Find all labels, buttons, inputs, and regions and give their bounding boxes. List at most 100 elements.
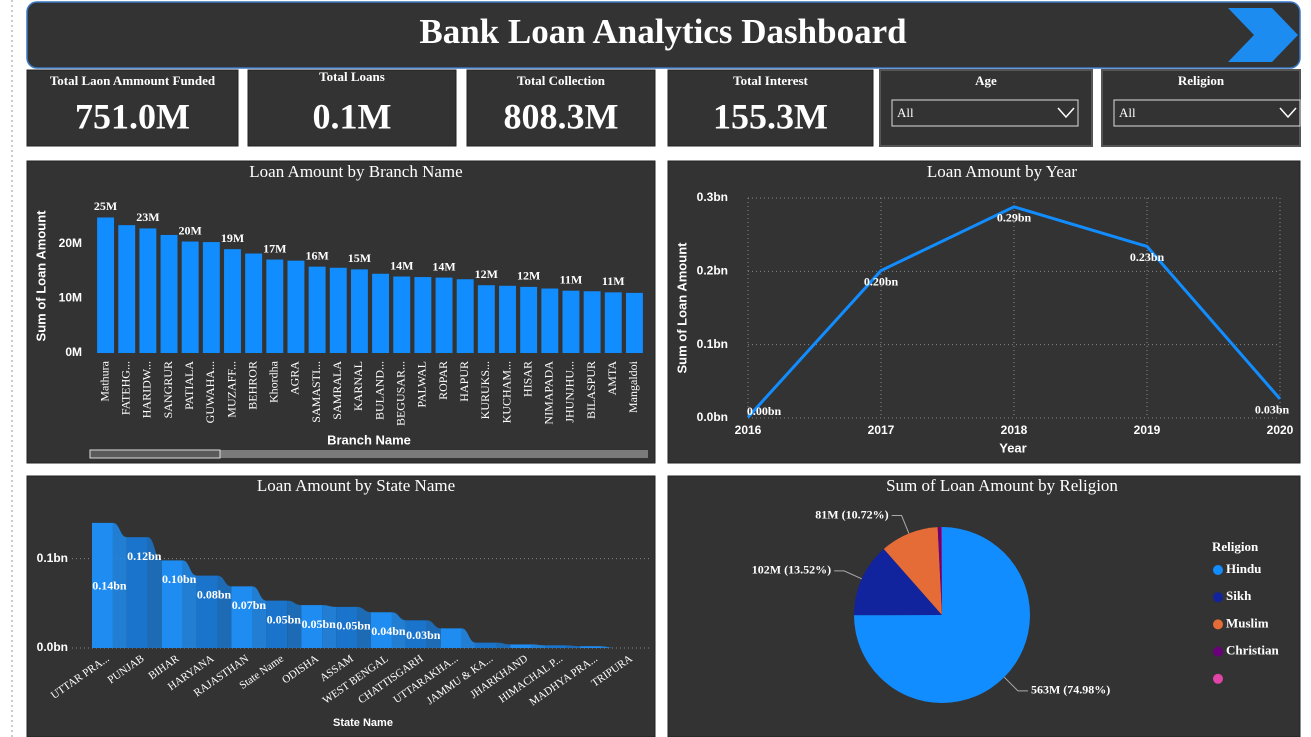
legend-marker [1213,673,1223,684]
bar [393,276,411,353]
ribbon-connector [426,620,441,648]
data-label: 0.10bn [162,572,197,586]
x-axis-title: State Name [333,717,393,729]
bar [477,285,495,353]
data-label: 0.05bn [302,617,337,631]
pie-slice [937,527,942,615]
data-label: 0.12bn [127,549,162,563]
x-tick-label: 2017 [868,423,895,437]
x-tick-label: MUZAFF... [224,361,238,418]
dropdown-chevron[interactable] [1057,107,1075,119]
y-axis-title: Sum of Loan Amount [674,242,689,374]
kpi-label: Total Collection [517,73,606,88]
nav-arrow[interactable] [1228,8,1298,62]
chart-panel [667,160,1301,464]
kpi-label: Total Laon Ammount Funded [50,73,216,88]
data-label: 0.05bn [336,619,371,633]
y-tick-label: 10M [59,291,82,305]
data-label: 0.29bn [997,211,1032,225]
x-tick-label: KARNAL [351,361,365,411]
data-label: 0.20bn [864,274,899,288]
y-tick-label: 0.1bn [697,337,728,351]
x-tick-label: Mathura [97,360,111,401]
data-label: 14M [390,258,413,272]
data-label: 11M [560,272,583,286]
data-label: 19M [221,231,244,245]
chart-title: Loan Amount by Branch Name [249,162,462,181]
dropdown-chevron[interactable] [1279,107,1297,119]
pie-slice [883,527,942,615]
legend-label: Sikh [1226,588,1252,603]
leader-line [834,570,862,580]
scrollbar-thumb[interactable] [89,449,221,459]
kpi-value: 0.1M [313,96,392,136]
dashboard-title: Bank Loan Analytics Dashboard [419,12,907,51]
y-tick-label: 0.1bn [37,551,68,565]
x-tick-label: Khordha [267,360,281,403]
filter-label: Age [975,73,997,88]
kpi-value: 808.3M [504,96,619,136]
filter-dropdown[interactable] [1113,99,1301,127]
kpi-label: Total Loans [319,69,385,84]
x-tick-label: 2020 [1267,423,1294,437]
ribbon-column [336,606,358,648]
y-tick-label: 20M [59,236,82,250]
ribbon-connector [566,645,581,648]
ribbon-column [196,575,218,648]
x-tick-label: PATIALA [182,361,196,410]
x-tick-label: 2016 [735,423,762,437]
ribbon-connector [461,628,476,648]
kpi-card [466,69,656,147]
bar [266,259,284,353]
ribbon-column [371,612,392,648]
y-tick-label: 0M [65,345,82,359]
x-axis-title: Year [999,440,1026,455]
x-tick-label: 2019 [1134,423,1161,437]
data-label: 17M [263,241,286,255]
x-tick-label: HISAR [520,361,534,397]
legend-label: Hindu [1226,561,1261,576]
ribbon-connector [601,646,616,648]
legend-marker [1213,565,1223,575]
ribbon-connector [496,642,511,648]
kpi-value: 155.3M [713,96,828,136]
data-label: 0.00bn [747,404,782,418]
filter-selected: All [1119,105,1136,120]
legend-marker [1213,619,1223,630]
x-tick-label: GUWAHA... [203,361,217,423]
y-tick-label: 0.3bn [697,190,728,204]
bar [139,228,157,353]
ribbon-connector [147,537,162,648]
ribbon-column [510,644,532,648]
ribbon-column [580,646,602,648]
data-label: 0.03bn [1255,403,1290,417]
bar [414,277,432,353]
bar [625,292,643,353]
x-tick-label: ROPAR [436,361,450,400]
x-tick-label: KURUKS... [478,361,492,419]
line-series [746,205,1282,419]
x-tick-label: SAMASTI... [309,361,323,423]
filter-dropdown[interactable] [891,99,1079,127]
kpi-card [247,69,457,147]
legend-title: Religion [1212,539,1259,554]
bar [435,277,453,353]
filter-selected: All [897,105,914,120]
bar [456,279,474,353]
scrollbar-track[interactable] [90,450,648,458]
kpi-card [26,69,239,147]
data-label: 0.14bn [92,579,127,593]
bar [372,273,390,353]
x-tick-label: SAMRALA [330,361,344,420]
x-tick-label: JHUNJHU... [563,361,577,423]
data-label: 11M [602,274,625,288]
bar [224,249,241,353]
ribbon-column [301,605,323,648]
data-label: 12M [475,267,498,281]
data-label: 0.23bn [1130,250,1165,264]
bar [97,217,115,353]
ribbon-connector [357,606,371,648]
bar [604,292,622,353]
bar [308,266,326,353]
